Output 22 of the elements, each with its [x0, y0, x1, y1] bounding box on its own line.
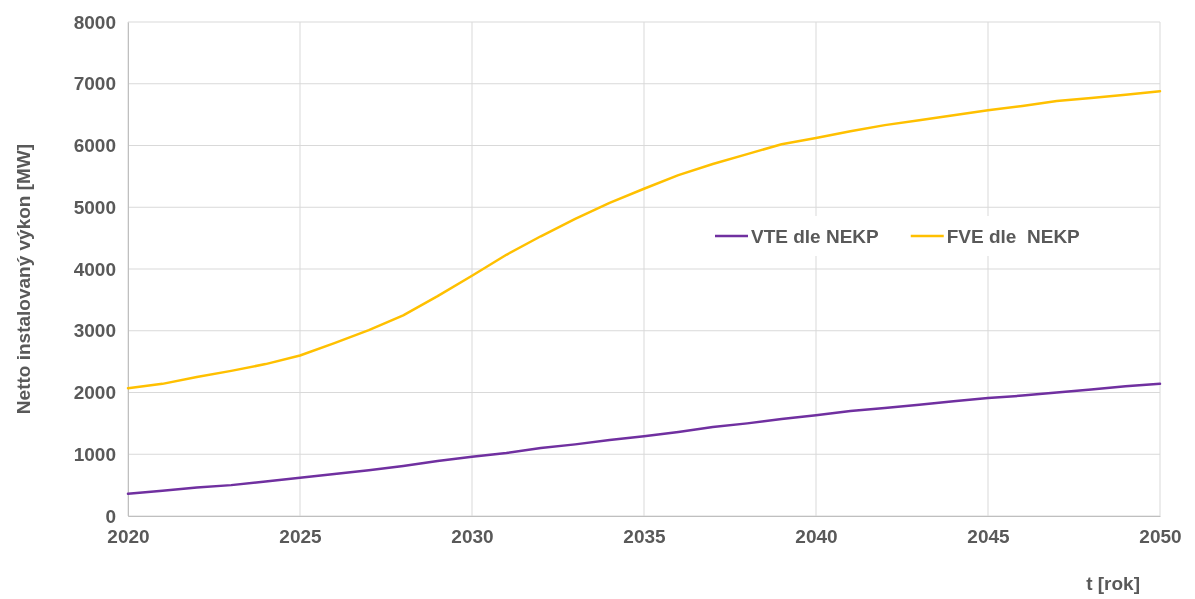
y-tick-label: 1000	[73, 443, 116, 465]
x-tick-label: 2040	[795, 526, 838, 548]
y-tick-label: 0	[105, 505, 116, 527]
x-tick-label: 2050	[1139, 526, 1182, 548]
line-series	[126, 382, 1162, 496]
legend-label: VTE dle NEKP	[751, 225, 880, 247]
y-tick-label: 3000	[73, 320, 116, 342]
x-tick-label: 2030	[451, 526, 494, 548]
line-series	[126, 89, 1162, 390]
x-tick-label: 2035	[623, 526, 667, 548]
x-tick-label: 2020	[107, 526, 150, 548]
y-tick-label: 8000	[73, 11, 116, 33]
y-axis-title: Netto instalovaný výkon [MW]	[13, 143, 34, 415]
y-tick-label: 4000	[73, 258, 116, 280]
y-tick-label: 6000	[73, 135, 116, 157]
legend-label: FVE dle NEKP	[946, 225, 1081, 247]
y-tick-label: 7000	[73, 73, 116, 95]
x-axis-title: t [rok]	[1086, 573, 1140, 594]
y-tick-label: 5000	[73, 196, 116, 218]
x-tick-label: 2045	[967, 526, 1011, 548]
x-tick-label: 2025	[279, 526, 323, 548]
y-tick-label: 2000	[73, 382, 116, 404]
